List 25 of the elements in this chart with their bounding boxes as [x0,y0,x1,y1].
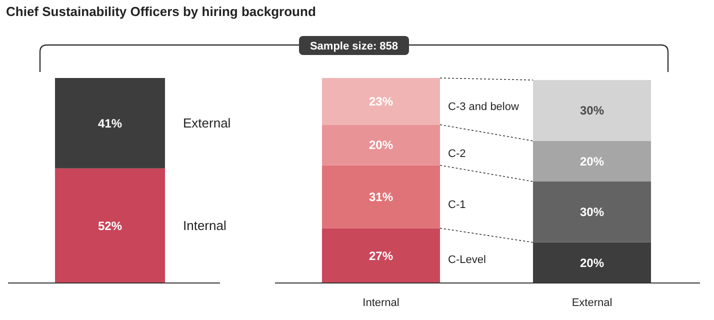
bar [533,182,651,242]
bar [322,228,440,283]
series-label: Internal [183,218,226,234]
data-label: 27% [368,248,394,263]
data-label: 30% [580,205,604,220]
data-label: 30% [580,104,604,118]
data-label: 20% [368,138,394,152]
text: Sample size: 858 [310,40,398,52]
bar [533,140,651,182]
bar [533,80,651,141]
chart-title: Chief Sustainability Officers by hiring background [6,4,316,19]
bar [322,124,440,166]
data-label: 31% [368,190,394,204]
data-label: 41% [98,116,122,130]
series-label: External [183,116,231,131]
bar [322,78,440,125]
series-label: C-3 and below [448,100,519,113]
bar [322,165,440,228]
series-label: C-Level [448,254,486,266]
series-label: C-2 [448,148,466,160]
data-label: 20% [580,154,604,168]
series-label: C-1 [448,199,466,212]
data-label: 20% [580,256,604,270]
data-label: 23% [368,94,394,109]
data-label: 52% [98,218,122,233]
